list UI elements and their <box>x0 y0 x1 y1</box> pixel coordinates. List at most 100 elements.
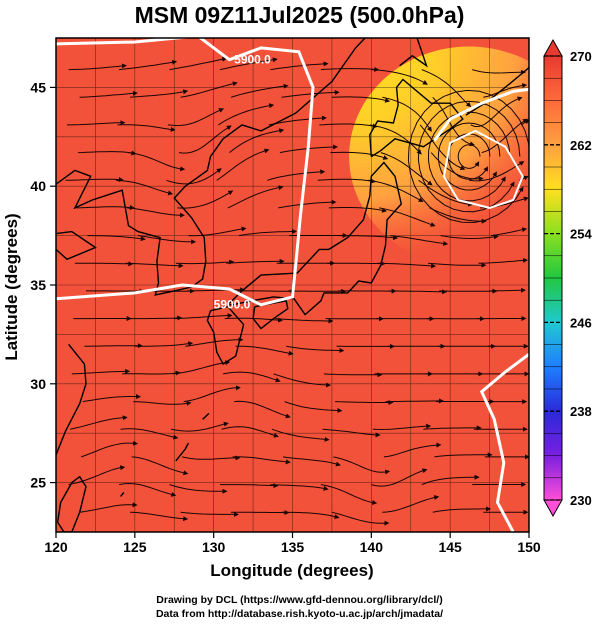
streamline <box>177 190 234 209</box>
streamline <box>271 428 330 442</box>
streamline <box>71 368 131 375</box>
credit-line-data: Data from http://database.rish.kyoto-u.a… <box>155 608 444 620</box>
y-tick-label: 25 <box>30 475 46 491</box>
streamline <box>235 345 294 356</box>
streamline <box>286 345 345 354</box>
streamline <box>169 484 228 494</box>
streamline <box>268 115 327 126</box>
x-tick-label: 130 <box>202 539 226 555</box>
x-tick-label: 135 <box>281 539 305 555</box>
streamline <box>489 287 526 293</box>
coastline-segment <box>175 442 190 462</box>
streamline <box>390 235 449 246</box>
coastline-segment <box>399 38 428 68</box>
streamline <box>238 228 298 237</box>
streamline <box>218 103 275 126</box>
streamline <box>172 360 231 375</box>
contour-5900 <box>479 352 529 532</box>
streamline <box>219 57 278 71</box>
contour-5900 <box>433 87 529 142</box>
streamline <box>79 90 138 98</box>
streamline <box>229 128 285 153</box>
streamline <box>281 511 340 520</box>
streamline <box>216 148 270 181</box>
streamline <box>330 151 389 160</box>
streamline <box>331 96 391 103</box>
x-tick-label: 145 <box>438 539 462 555</box>
streamline <box>74 261 134 267</box>
colorbar: 270 262 254 246 238 230 <box>543 38 592 518</box>
streamline <box>372 423 432 431</box>
streamline <box>331 511 390 526</box>
streamline <box>220 483 279 489</box>
streamline <box>382 96 432 132</box>
streamline <box>81 440 139 458</box>
coastline-segment <box>222 38 366 140</box>
streamline <box>371 468 428 487</box>
streamline <box>171 421 229 432</box>
streamline <box>281 89 340 98</box>
streamline <box>429 207 487 224</box>
streamline <box>76 205 135 211</box>
streamline <box>377 262 436 269</box>
streamline <box>169 56 228 71</box>
coastline-segment <box>128 138 224 296</box>
y-axis-label: Latitude (degrees) <box>2 213 21 360</box>
streamline <box>320 66 380 72</box>
streamline <box>275 318 334 324</box>
streamline <box>270 484 329 491</box>
streamline <box>270 61 329 71</box>
streamline <box>371 69 428 85</box>
x-tick-label: 120 <box>44 539 68 555</box>
y-axis-ticks: 25 30 35 40 45 <box>30 79 56 491</box>
streamline <box>385 398 444 404</box>
streamline-low <box>427 111 511 202</box>
x-tick-label: 125 <box>123 539 147 555</box>
streamline <box>328 207 387 213</box>
y-tick-label: 35 <box>30 277 46 293</box>
streamline <box>432 96 475 147</box>
streamline <box>237 288 296 294</box>
streamline <box>230 83 289 98</box>
contour-low-ring <box>442 129 524 209</box>
streamline <box>134 341 194 347</box>
streamline <box>369 124 422 155</box>
contour-5900 <box>56 38 315 307</box>
height-contours <box>56 38 529 532</box>
streamline <box>421 69 472 108</box>
streamline <box>117 124 176 132</box>
streamline <box>419 124 466 171</box>
streamline <box>423 425 482 431</box>
streamline <box>79 502 138 513</box>
coastline-segment <box>56 343 87 457</box>
streamline <box>120 428 179 440</box>
coastline-segment <box>56 475 87 532</box>
coastline-segment <box>369 78 464 158</box>
streamline <box>368 179 424 202</box>
streamline <box>234 400 291 419</box>
streamline <box>383 442 442 458</box>
streamline <box>122 370 181 376</box>
colorbar-label: 246 <box>570 315 592 330</box>
streamline <box>119 482 177 497</box>
streamline <box>167 108 225 127</box>
streamline <box>130 511 189 522</box>
streamline <box>333 456 391 475</box>
x-axis-label: Longitude (degrees) <box>210 561 373 580</box>
coastline-segment <box>202 412 210 420</box>
streamline <box>130 89 189 98</box>
coastline-segment <box>56 169 130 226</box>
streamline <box>175 259 235 265</box>
credit-line-drawing: Drawing by DCL (https://www.gfd-dennou.o… <box>156 594 443 606</box>
streamline <box>119 59 178 71</box>
contour-label-south: 5900.0 <box>214 298 251 312</box>
streamline <box>137 235 197 245</box>
streamline <box>319 123 378 129</box>
streamline <box>470 96 523 128</box>
streamline <box>115 179 174 196</box>
streamline <box>178 125 232 154</box>
streamline <box>123 315 183 321</box>
streamline <box>380 152 433 186</box>
coastline-segment <box>206 305 245 365</box>
